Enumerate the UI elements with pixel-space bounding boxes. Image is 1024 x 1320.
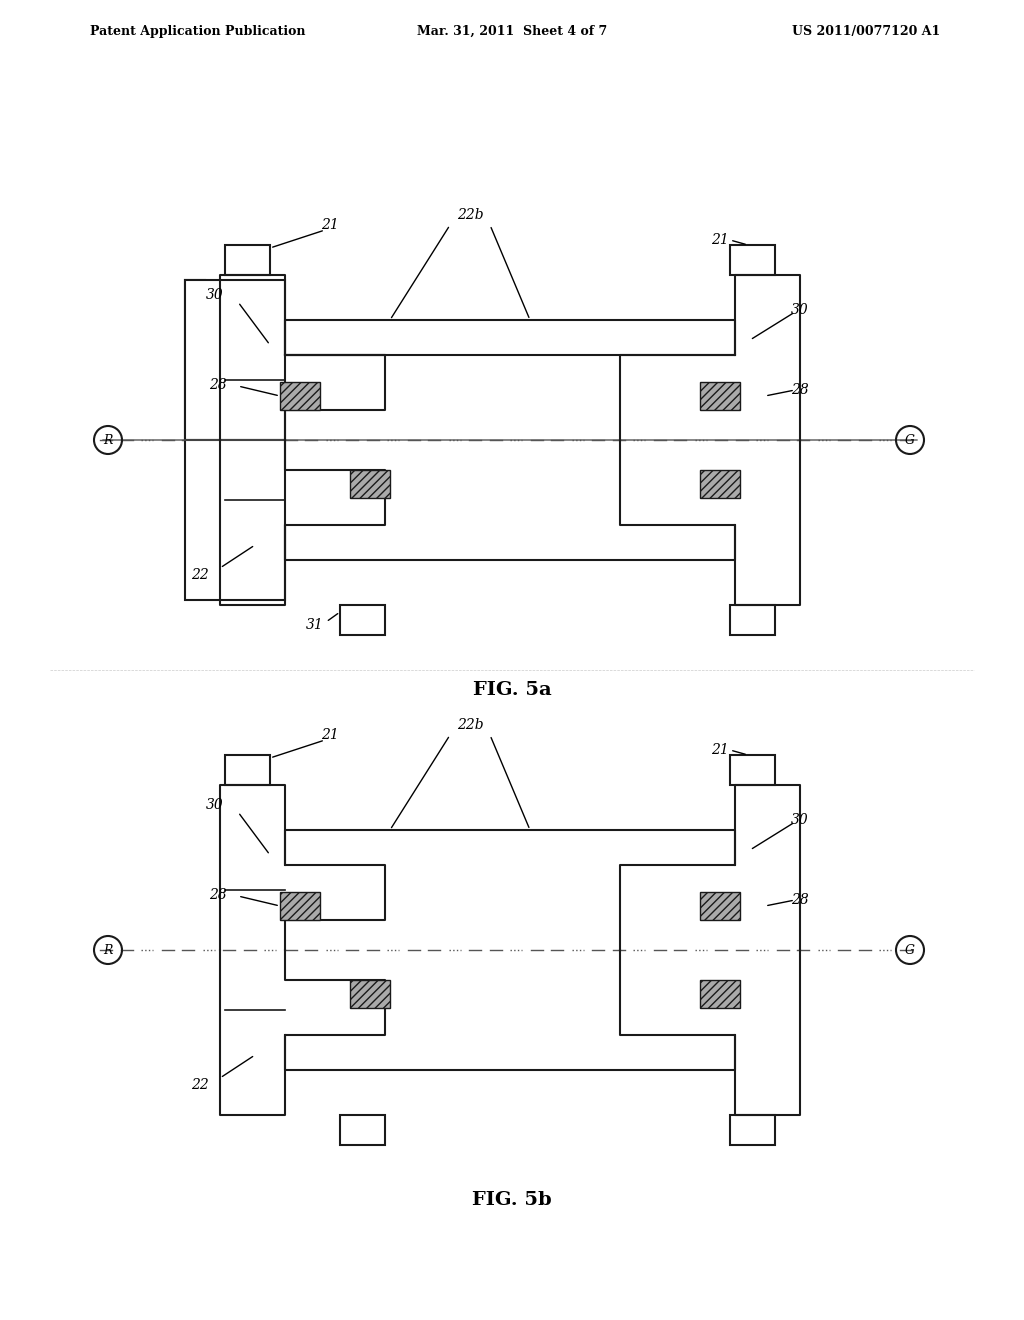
Bar bbox=[185, 280, 205, 440]
Bar bbox=[225, 755, 270, 785]
Bar bbox=[700, 470, 740, 498]
Bar bbox=[700, 979, 740, 1008]
Text: R: R bbox=[103, 944, 113, 957]
Text: 21: 21 bbox=[322, 729, 339, 742]
Bar bbox=[730, 605, 775, 635]
Text: Patent Application Publication: Patent Application Publication bbox=[90, 25, 305, 38]
Text: 28: 28 bbox=[792, 383, 809, 397]
Text: G: G bbox=[905, 433, 915, 446]
Bar bbox=[185, 440, 285, 601]
Text: 30: 30 bbox=[206, 288, 224, 302]
Bar bbox=[340, 1115, 385, 1144]
Bar bbox=[700, 381, 740, 411]
Text: 30: 30 bbox=[792, 304, 809, 317]
Text: FIG. 5b: FIG. 5b bbox=[472, 1191, 552, 1209]
Text: 28: 28 bbox=[792, 894, 809, 907]
Text: 30: 30 bbox=[206, 799, 224, 812]
Bar bbox=[700, 892, 740, 920]
Bar bbox=[730, 755, 775, 785]
Text: 28: 28 bbox=[209, 378, 227, 392]
Bar bbox=[730, 246, 775, 275]
Text: R: R bbox=[103, 433, 113, 446]
Text: 30: 30 bbox=[792, 813, 809, 828]
Text: 22b: 22b bbox=[457, 209, 483, 222]
Text: 22b: 22b bbox=[457, 718, 483, 733]
Bar bbox=[350, 470, 390, 498]
Bar bbox=[280, 381, 319, 411]
Text: Mar. 31, 2011  Sheet 4 of 7: Mar. 31, 2011 Sheet 4 of 7 bbox=[417, 25, 607, 38]
Text: 28: 28 bbox=[209, 888, 227, 902]
Bar bbox=[225, 246, 270, 275]
Text: 22: 22 bbox=[191, 1078, 209, 1092]
Bar bbox=[280, 892, 319, 920]
Bar bbox=[340, 605, 385, 635]
Text: 21: 21 bbox=[322, 218, 339, 232]
Text: G: G bbox=[905, 944, 915, 957]
Text: 21: 21 bbox=[711, 234, 729, 247]
Text: 31: 31 bbox=[306, 618, 324, 632]
Bar bbox=[730, 1115, 775, 1144]
Text: 21: 21 bbox=[711, 743, 729, 756]
Text: US 2011/0077120 A1: US 2011/0077120 A1 bbox=[792, 25, 940, 38]
Text: FIG. 5a: FIG. 5a bbox=[473, 681, 551, 700]
Text: 22: 22 bbox=[191, 568, 209, 582]
Bar bbox=[185, 280, 285, 440]
Bar bbox=[350, 979, 390, 1008]
